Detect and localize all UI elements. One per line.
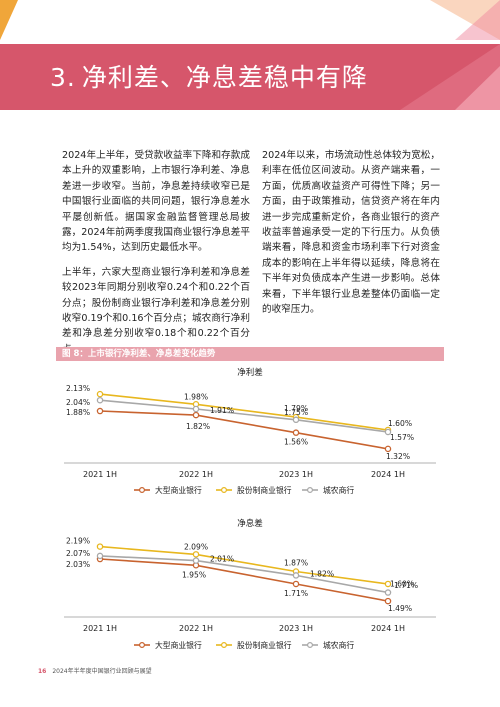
section-title-band <box>0 44 500 110</box>
data-point <box>96 390 104 398</box>
series-line-1 <box>99 410 389 450</box>
data-label: 2.07% <box>66 549 90 558</box>
data-label: 2.03% <box>66 560 90 569</box>
data-label: 1.88% <box>66 408 90 417</box>
data-point <box>192 411 200 419</box>
data-point <box>96 552 104 560</box>
title-band-decoration <box>400 44 500 110</box>
x-tick-label: 2023 1H <box>279 624 313 633</box>
x-tick-label: 2021 1H <box>83 624 117 633</box>
data-label: 1.75% <box>284 408 308 417</box>
paragraph: 2024年上半年，受贷款收益率下降和存款成本上升的双重影响，上市银行净利差、净息… <box>62 150 250 254</box>
data-point <box>384 589 392 596</box>
footer-text: 2024年半年度中国银行业回顾与展望 <box>52 668 152 675</box>
section-title: 3. 净利差、净息差稳中有降 <box>50 58 368 94</box>
legend-label: 股份制商业银行 <box>237 640 292 650</box>
figure-caption-band <box>56 347 444 361</box>
legend-label: 城农商行 <box>323 485 354 495</box>
data-point <box>292 572 300 579</box>
data-label: 1.49% <box>388 604 412 613</box>
data-label: 1.98% <box>184 392 208 401</box>
data-label: 1.57% <box>390 433 414 442</box>
data-label: 1.71% <box>284 589 308 598</box>
series-line-2 <box>99 545 389 585</box>
page-footer: 16 2024年半年度中国银行业回顾与展望 <box>38 666 152 675</box>
data-point <box>384 428 392 436</box>
series-line-2 <box>99 393 389 431</box>
data-label: 2.13% <box>66 384 90 393</box>
data-label: 1.56% <box>284 438 308 447</box>
series-line-1 <box>99 558 389 602</box>
legend-swatch-marker <box>307 486 314 493</box>
x-tick-label: 2022 1H <box>179 470 213 479</box>
data-label: 2.09% <box>184 542 208 551</box>
section-number: 3. <box>50 63 76 92</box>
legend-label: 大型商业银行 <box>155 640 202 650</box>
legend-swatch-marker <box>138 486 145 493</box>
chart-title: 净利差 <box>237 367 263 378</box>
data-label: 1.82% <box>186 422 210 431</box>
x-tick-label: 2021 1H <box>83 470 117 479</box>
data-label: 1.82% <box>310 569 334 578</box>
legend-swatch-marker <box>307 642 314 649</box>
data-point <box>384 597 392 605</box>
x-tick-label: 2023 1H <box>279 470 313 479</box>
data-point <box>96 407 104 415</box>
body-column-left: 2024年上半年，受贷款收益率下降和存款成本上升的双重影响，上市银行净利差、净息… <box>62 148 250 366</box>
series-line-3 <box>99 399 389 433</box>
legend-label: 城农商行 <box>323 640 354 650</box>
x-tick-label: 2022 1H <box>179 624 213 633</box>
figure-caption: 图 8：上市银行净利差、净息差变化趋势 <box>62 349 216 359</box>
data-label: 1.87% <box>284 558 308 567</box>
legend-swatch-marker <box>221 642 228 649</box>
data-point <box>192 551 200 558</box>
paragraph: 上半年，六家大型商业银行净利差和净息差较2023年同期分别收窄0.24个和0.2… <box>62 266 250 355</box>
data-label: 1.60% <box>390 580 414 589</box>
legend-label: 大型商业银行 <box>155 485 202 495</box>
data-label: 1.91% <box>210 406 234 415</box>
data-point <box>96 396 104 404</box>
legend-label: 股份制商业银行 <box>237 485 292 495</box>
header-decoration <box>0 0 500 40</box>
data-label: 1.32% <box>386 452 410 461</box>
data-label: 1.60% <box>388 419 412 428</box>
net-interest-margin-chart: 净息差 2021 1H 2022 1H 2023 1H 2024 1H 2.03% 1.95… <box>64 518 436 650</box>
x-tick-label: 2024 1H <box>371 470 405 479</box>
data-point <box>292 416 300 424</box>
data-point <box>384 580 392 588</box>
x-tick-label: 2024 1H <box>371 624 405 633</box>
data-point <box>96 543 104 550</box>
data-label: 1.95% <box>182 570 206 579</box>
legend-swatch-marker <box>221 486 228 493</box>
section-heading: 净利差、净息差稳中有降 <box>81 63 368 92</box>
data-label: 1.71% <box>394 581 418 590</box>
body-column-right: 2024年以来，市场流动性总体较为宽松，利率在低位区间波动。从资产端来看，一方面… <box>262 148 440 326</box>
data-label: 2.04% <box>66 398 90 407</box>
data-point <box>292 580 300 588</box>
data-label: 2.01% <box>210 555 234 564</box>
data-label: 2.19% <box>66 537 90 546</box>
legend-swatch-marker <box>138 642 145 649</box>
data-point <box>384 445 392 453</box>
data-label: 1.79% <box>284 404 308 413</box>
series-line-3 <box>99 555 389 594</box>
paragraph: 2024年以来，市场流动性总体较为宽松，利率在低位区间波动。从资产端来看，一方面… <box>262 150 440 316</box>
data-point <box>292 429 300 436</box>
net-interest-spread-chart: 净利差 2021 1H 2022 1H 2023 1H 2024 1H 1.88% 1.82… <box>64 367 436 495</box>
chart-title: 净息差 <box>237 518 263 529</box>
data-point <box>192 557 200 564</box>
data-point <box>192 405 200 413</box>
page-number: 16 <box>38 668 47 675</box>
